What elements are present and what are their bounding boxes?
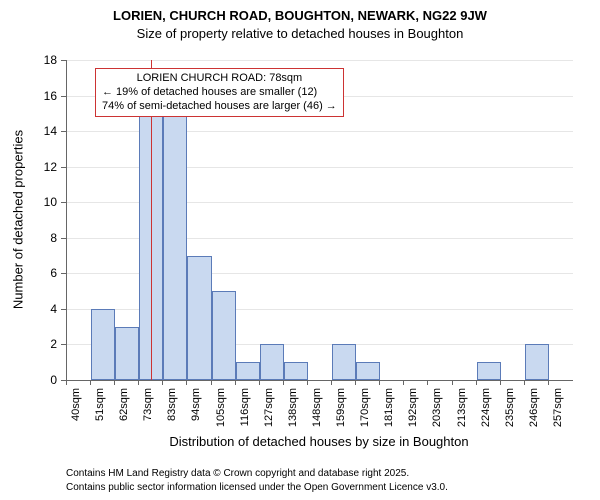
xtick-mark: [259, 380, 260, 385]
ytick-label: 18: [31, 53, 57, 67]
xtick-mark: [355, 380, 356, 385]
xtick-mark: [114, 380, 115, 385]
ytick-mark: [61, 202, 66, 203]
ytick-label: 6: [31, 266, 57, 280]
xtick-mark: [138, 380, 139, 385]
ytick-label: 4: [31, 302, 57, 316]
ytick-label: 14: [31, 124, 57, 138]
histogram-bar: [477, 362, 501, 380]
xtick-mark: [90, 380, 91, 385]
histogram-bar: [236, 362, 260, 380]
histogram-bar: [163, 113, 187, 380]
gridline: [67, 60, 573, 61]
xtick-mark: [476, 380, 477, 385]
histogram-bar: [356, 362, 380, 380]
annotation-line: LORIEN CHURCH ROAD: 78sqm: [102, 72, 337, 86]
xtick-mark: [283, 380, 284, 385]
ytick-mark: [61, 344, 66, 345]
xtick-mark: [186, 380, 187, 385]
xtick-mark: [66, 380, 67, 385]
ytick-mark: [61, 238, 66, 239]
ytick-label: 2: [31, 337, 57, 351]
ytick-mark: [61, 131, 66, 132]
footer-copyright-2: Contains public sector information licen…: [66, 482, 448, 493]
xtick-mark: [500, 380, 501, 385]
ytick-mark: [61, 167, 66, 168]
footer-copyright-1: Contains HM Land Registry data © Crown c…: [66, 468, 409, 479]
ytick-mark: [61, 60, 66, 61]
chart-title-2: Size of property relative to detached ho…: [0, 26, 600, 41]
histogram-bar: [91, 309, 115, 380]
ytick-label: 8: [31, 231, 57, 245]
histogram-bar: [187, 256, 211, 380]
y-axis-label: Number of detached properties: [11, 60, 26, 380]
x-axis-label: Distribution of detached houses by size …: [66, 434, 572, 449]
xtick-mark: [307, 380, 308, 385]
xtick-mark: [235, 380, 236, 385]
xtick-mark: [379, 380, 380, 385]
xtick-mark: [548, 380, 549, 385]
histogram-bar: [212, 291, 236, 380]
ytick-mark: [61, 309, 66, 310]
histogram-bar: [284, 362, 308, 380]
histogram-bar: [115, 327, 139, 380]
annotation-line: 74% of semi-detached houses are larger (…: [102, 100, 337, 114]
histogram-bar: [260, 344, 284, 380]
ytick-label: 12: [31, 160, 57, 174]
annotation-box: LORIEN CHURCH ROAD: 78sqm← 19% of detach…: [95, 68, 344, 117]
ytick-mark: [61, 273, 66, 274]
xtick-mark: [452, 380, 453, 385]
ytick-mark: [61, 96, 66, 97]
xtick-mark: [331, 380, 332, 385]
ytick-label: 0: [31, 373, 57, 387]
chart-title-1: LORIEN, CHURCH ROAD, BOUGHTON, NEWARK, N…: [0, 8, 600, 23]
ytick-label: 16: [31, 89, 57, 103]
xtick-mark: [524, 380, 525, 385]
ytick-label: 10: [31, 195, 57, 209]
xtick-mark: [427, 380, 428, 385]
annotation-line: ← 19% of detached houses are smaller (12…: [102, 86, 337, 100]
histogram-bar: [332, 344, 356, 380]
xtick-mark: [211, 380, 212, 385]
xtick-mark: [162, 380, 163, 385]
xtick-mark: [403, 380, 404, 385]
histogram-bar: [525, 344, 549, 380]
